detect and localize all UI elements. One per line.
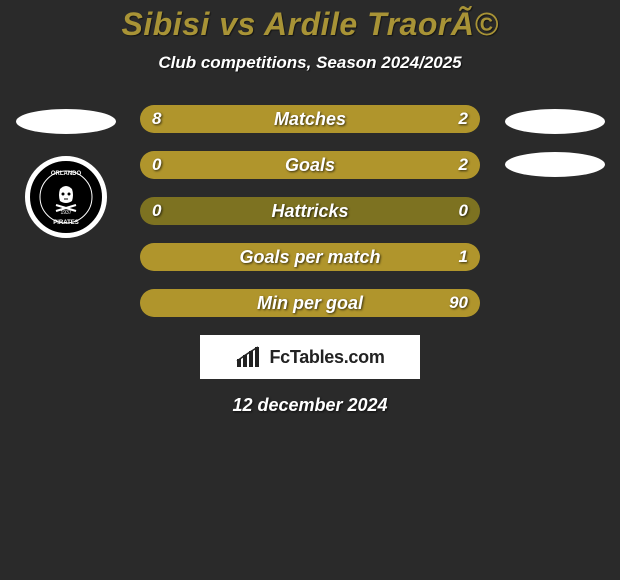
pirates-badge-icon: ORLANDO PIRATES 1937 xyxy=(30,161,102,233)
club-badge-left: ORLANDO PIRATES 1937 xyxy=(25,156,107,238)
main-row: ORLANDO PIRATES 1937 8Matches2 0Goals2 0Ha… xyxy=(0,105,620,317)
bar-fill-right xyxy=(412,105,480,133)
stats-bars: 8Matches2 0Goals2 0Hattricks0 Goals per mat… xyxy=(123,105,497,317)
date-line: 12 december 2024 xyxy=(0,395,620,416)
player-photo-placeholder-right-1 xyxy=(505,109,605,134)
svg-text:1937: 1937 xyxy=(60,210,71,216)
right-player-column xyxy=(497,105,612,177)
bar-fill-right xyxy=(140,151,480,179)
bar-fill-right xyxy=(140,243,480,271)
page-title: Sibisi vs Ardile TraorÃ© xyxy=(0,6,620,43)
bar-label: Hattricks xyxy=(140,201,480,222)
stat-bar: Min per goal90 xyxy=(140,289,480,317)
stat-bar: 0Hattricks0 xyxy=(140,197,480,225)
bar-fill-right xyxy=(140,289,480,317)
stat-bar: 8Matches2 xyxy=(140,105,480,133)
bar-fill-left xyxy=(140,105,412,133)
left-player-column: ORLANDO PIRATES 1937 xyxy=(8,105,123,238)
svg-text:ORLANDO: ORLANDO xyxy=(50,171,81,177)
brand-box[interactable]: FcTables.com xyxy=(200,335,420,379)
player-photo-placeholder-left xyxy=(16,109,116,134)
bar-value-left: 0 xyxy=(152,201,161,221)
player-photo-placeholder-right-2 xyxy=(505,152,605,177)
stat-bar: Goals per match1 xyxy=(140,243,480,271)
stat-bar: 0Goals2 xyxy=(140,151,480,179)
brand-text: FcTables.com xyxy=(269,347,384,368)
bar-value-right: 0 xyxy=(459,201,468,221)
subtitle: Club competitions, Season 2024/2025 xyxy=(0,53,620,73)
svg-text:PIRATES: PIRATES xyxy=(53,220,79,226)
brand-chart-icon xyxy=(235,345,263,369)
comparison-infographic: Sibisi vs Ardile TraorÃ© Club competitio… xyxy=(0,0,620,416)
